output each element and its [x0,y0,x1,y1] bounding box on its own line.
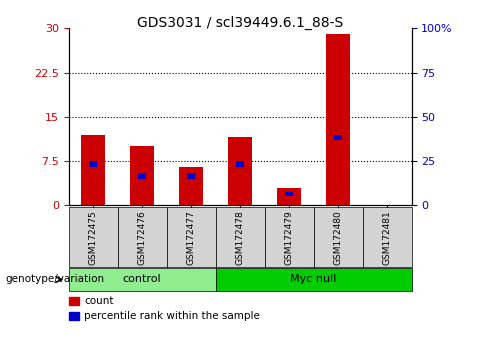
Bar [236,161,245,167]
Text: genotype/variation: genotype/variation [5,274,104,285]
Text: count: count [84,296,114,306]
Bar [326,34,350,205]
Bar [228,137,252,205]
Text: control: control [123,274,161,285]
Text: GSM172480: GSM172480 [334,210,343,264]
Bar [138,173,147,179]
Text: GSM172476: GSM172476 [138,210,147,264]
Text: GSM172477: GSM172477 [187,210,196,264]
Bar [89,161,98,167]
Text: percentile rank within the sample: percentile rank within the sample [84,311,260,321]
Bar [130,146,154,205]
Bar [334,135,343,141]
Bar [277,188,301,205]
Bar [179,167,203,205]
Bar [285,192,294,196]
Bar [81,135,105,205]
Text: GDS3031 / scl39449.6.1_88-S: GDS3031 / scl39449.6.1_88-S [137,16,343,30]
Text: Myc null: Myc null [291,274,337,285]
Text: GSM172481: GSM172481 [383,210,392,264]
Text: GSM172479: GSM172479 [285,210,294,264]
Text: GSM172478: GSM172478 [236,210,245,264]
Bar [187,173,196,179]
Text: GSM172475: GSM172475 [89,210,98,264]
